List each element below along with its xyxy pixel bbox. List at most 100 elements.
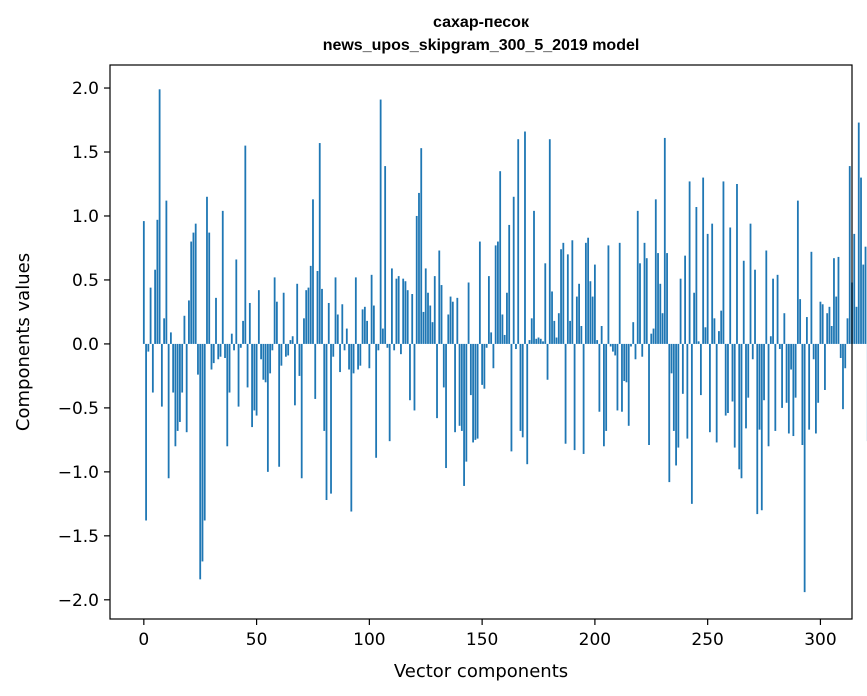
- bar: [785, 343, 788, 403]
- y-tick-label: 1.0: [72, 207, 99, 227]
- bar: [271, 343, 274, 351]
- bar: [533, 210, 535, 344]
- bar: [350, 343, 353, 512]
- bar: [645, 258, 648, 344]
- bar: [758, 343, 761, 430]
- bar: [262, 343, 265, 380]
- bar: [332, 343, 335, 357]
- bar: [275, 301, 278, 344]
- bar: [476, 343, 479, 439]
- bar: [235, 259, 238, 344]
- bar: [853, 233, 856, 344]
- bar: [837, 256, 840, 344]
- bar: [314, 343, 317, 399]
- bar: [790, 343, 792, 370]
- bar: [142, 221, 145, 344]
- bar: [165, 200, 168, 344]
- bar: [291, 336, 294, 344]
- bar: [548, 139, 551, 344]
- bar: [492, 343, 495, 369]
- bar: [715, 343, 718, 443]
- bar: [519, 343, 522, 431]
- bar: [415, 215, 418, 344]
- bar: [260, 343, 262, 360]
- bar: [424, 268, 427, 344]
- bar: [287, 343, 290, 356]
- bar: [147, 343, 150, 352]
- bar: [402, 278, 405, 344]
- bar: [280, 343, 283, 366]
- bar: [566, 254, 569, 344]
- bar: [693, 292, 696, 344]
- bar: [359, 343, 362, 366]
- bar: [605, 343, 608, 431]
- bar: [833, 258, 835, 344]
- bar: [336, 314, 339, 344]
- bar: [429, 305, 432, 344]
- bar: [294, 343, 296, 406]
- bar: [427, 292, 429, 344]
- bar: [325, 343, 328, 501]
- bar: [528, 340, 531, 344]
- bar: [483, 343, 486, 389]
- bar: [237, 343, 240, 407]
- bar: [149, 287, 152, 344]
- bar: [564, 343, 567, 444]
- bars-group: [142, 89, 867, 593]
- bar: [681, 343, 684, 394]
- bar: [864, 246, 867, 344]
- bar: [487, 276, 490, 344]
- bar: [167, 343, 170, 479]
- bar: [857, 122, 860, 344]
- bar: [751, 343, 754, 360]
- bar: [278, 343, 281, 467]
- x-tick-label: 250: [691, 630, 723, 650]
- bar: [839, 343, 842, 358]
- bar: [393, 343, 396, 351]
- x-tick-label: 150: [466, 630, 498, 650]
- bar: [339, 343, 341, 373]
- bar: [226, 343, 229, 447]
- y-tick-label: 1.5: [72, 143, 99, 163]
- bar: [652, 328, 655, 344]
- bar: [497, 241, 499, 344]
- bar: [817, 343, 820, 403]
- bar: [460, 343, 463, 431]
- bar: [636, 210, 639, 344]
- bar: [826, 313, 829, 344]
- bar: [176, 343, 179, 431]
- bar: [156, 219, 159, 344]
- bar: [792, 343, 795, 437]
- bar: [307, 287, 310, 344]
- bar: [641, 343, 644, 357]
- bar: [745, 343, 747, 429]
- bar: [386, 343, 389, 348]
- bar: [702, 177, 705, 344]
- bar: [501, 314, 504, 344]
- bar: [379, 99, 382, 344]
- chart-title: сахар-песок: [433, 14, 530, 31]
- bar: [774, 343, 777, 431]
- bar: [830, 326, 833, 344]
- bar: [433, 276, 436, 344]
- bar: [630, 343, 632, 347]
- bar: [253, 343, 256, 411]
- bar: [765, 250, 768, 344]
- bar: [463, 343, 465, 486]
- bar: [659, 283, 662, 344]
- bar: [524, 131, 526, 344]
- bar: [596, 340, 599, 344]
- bar: [300, 343, 303, 479]
- bar: [573, 343, 576, 451]
- bar: [363, 306, 366, 344]
- bar: [562, 242, 565, 344]
- bar: [334, 277, 337, 344]
- bar: [169, 332, 172, 344]
- bar: [494, 245, 497, 344]
- bar: [318, 143, 321, 344]
- bar: [345, 328, 348, 344]
- bar: [675, 343, 677, 466]
- bar: [210, 343, 213, 370]
- bar: [749, 223, 752, 344]
